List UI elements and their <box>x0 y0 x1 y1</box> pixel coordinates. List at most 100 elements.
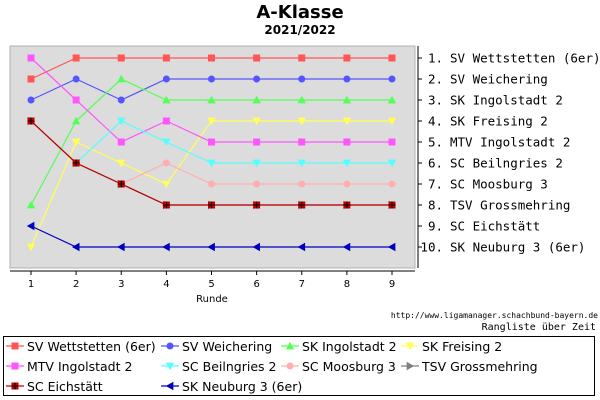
data-point-5-6 <box>253 138 261 146</box>
data-point-7-6 <box>253 180 261 188</box>
data-point-6-7 <box>297 159 306 168</box>
legend-item-9: SC Eichstätt <box>6 376 103 396</box>
chart-title: A-Klasse <box>256 2 344 23</box>
data-point-5-9 <box>388 138 396 146</box>
legend-item-2: SV Weichering <box>161 336 272 356</box>
rank-label-4: 4. <box>428 114 443 129</box>
legend-swatch-3 <box>281 341 299 350</box>
legend-item-4: SK Freising 2 <box>401 336 502 356</box>
legend-label-6: SC Beilngries 2 <box>182 358 277 374</box>
data-point-1-6 <box>253 54 261 62</box>
rank-label-6: 6. <box>428 156 443 171</box>
data-point-2-2 <box>72 75 80 83</box>
data-point-6-3 <box>117 117 126 126</box>
data-point-5-1 <box>27 54 35 62</box>
legend-item-8: TSV Grossmehring <box>401 356 538 376</box>
data-point-5-8 <box>343 138 351 146</box>
legend-label-4: SK Freising 2 <box>422 338 503 354</box>
legend-swatch-5 <box>6 362 24 370</box>
data-point-7-5 <box>208 180 215 188</box>
data-point-9-7 <box>298 201 306 209</box>
data-point-5-3 <box>117 138 125 146</box>
data-point-5-4 <box>162 117 170 125</box>
x-tick-label-4: 4 <box>163 279 169 290</box>
legend-item-3: SK Ingolstadt 2 <box>281 336 397 356</box>
data-point-1-8 <box>343 54 351 62</box>
legend-label-5: MTV Ingolstadt 2 <box>27 358 133 374</box>
rank-label-9: 9. <box>428 219 443 234</box>
legend-marker-6 <box>165 362 175 371</box>
rank-label-3: 3. <box>428 93 443 108</box>
data-point-3-5 <box>207 95 216 104</box>
legend-swatch-4 <box>401 342 419 351</box>
plot-background <box>9 45 416 269</box>
data-point-4-4 <box>162 180 171 189</box>
data-point-5-7 <box>298 138 306 146</box>
data-point-4-6 <box>252 117 261 126</box>
data-point-10-4 <box>162 242 170 252</box>
data-point-4-7 <box>297 117 306 126</box>
legend-marker-8 <box>406 361 415 371</box>
data-point-10-1 <box>26 221 35 231</box>
data-point-10-8 <box>342 242 351 252</box>
standing-label-6: SC Beilngries 2 <box>450 156 563 171</box>
data-point-9-9 <box>388 201 396 209</box>
data-point-4-5 <box>207 117 216 126</box>
x-tick-label-9: 9 <box>389 279 395 290</box>
y-axis-ticks: 1. SV Wettstetten (6er) 2. SV Weichering 3. S… <box>418 51 600 255</box>
legend: SV Wettstetten (6er) SV Weichering SK Ingo… <box>3 336 595 396</box>
data-point-4-1 <box>26 243 36 252</box>
x-tick-label-1: 1 <box>28 279 34 290</box>
legend-marker-10 <box>165 381 174 391</box>
data-point-10-6 <box>252 242 260 252</box>
data-point-5-2 <box>72 96 80 104</box>
data-point-9-4 <box>162 201 170 209</box>
data-point-7-9 <box>388 180 396 188</box>
data-point-1-5 <box>208 54 215 62</box>
data-point-1-7 <box>298 54 306 62</box>
data-point-7-4 <box>162 159 170 167</box>
data-point-1-2 <box>72 54 80 62</box>
data-point-6-6 <box>252 159 261 168</box>
legend-item-6: SC Beilngries 2 <box>161 356 276 376</box>
legend-marker-4 <box>405 342 415 351</box>
legend-marker-7 <box>286 362 294 370</box>
data-point-3-8 <box>342 95 352 104</box>
standing-label-8: TSV Grossmehring <box>450 198 570 213</box>
standing-label-3: SK Ingolstadt 2 <box>450 93 563 108</box>
data-point-2-7 <box>298 75 306 83</box>
data-point-3-9 <box>387 95 397 104</box>
standing-label-4: SK Freising 2 <box>450 114 548 129</box>
source-url: http://www.ligamanager.schachbund-bayern… <box>390 311 598 320</box>
legend-item-5: MTV Ingolstadt 2 <box>6 356 132 376</box>
x-tick-label-3: 3 <box>118 279 124 290</box>
series-10 <box>26 221 396 252</box>
data-point-3-3 <box>117 74 126 83</box>
legend-swatch-10 <box>161 381 179 391</box>
legend-label-8: TSV Grossmehring <box>422 358 538 374</box>
data-point-5-5 <box>208 138 215 146</box>
x-tick-label-7: 7 <box>299 279 305 290</box>
data-point-3-2 <box>71 116 81 125</box>
standing-label-2: SV Weichering <box>450 72 548 87</box>
data-point-6-5 <box>207 159 216 168</box>
data-point-3-6 <box>252 95 261 104</box>
series-5 <box>27 54 396 146</box>
data-point-9-5 <box>208 201 215 209</box>
data-point-2-9 <box>388 75 396 83</box>
rank-label-8: 8. <box>428 198 443 213</box>
data-point-10-5 <box>207 242 215 252</box>
data-point-3-7 <box>297 95 306 104</box>
legend-label-7: SC Moosburg 3 <box>302 358 396 374</box>
legend-swatch-6 <box>161 362 179 371</box>
data-point-3-4 <box>162 95 171 104</box>
legend-marker-9 <box>11 382 19 390</box>
legend-marker-5 <box>11 362 19 370</box>
legend-swatch-8 <box>401 361 419 371</box>
series-9 <box>27 117 396 209</box>
legend-swatch-2 <box>161 342 179 350</box>
data-point-1-3 <box>117 54 125 62</box>
data-point-1-4 <box>162 54 170 62</box>
series-3 <box>26 74 397 209</box>
data-point-2-1 <box>27 96 35 104</box>
